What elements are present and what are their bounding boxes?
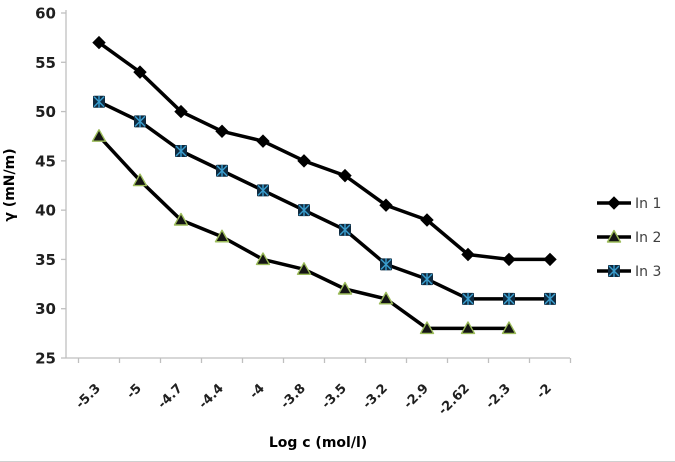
- legend-item: In 1: [597, 196, 661, 212]
- triangle-marker: [606, 229, 622, 243]
- legend-item: In 2: [597, 229, 661, 246]
- y-tick-label: 60: [35, 5, 56, 23]
- diamond-marker: [92, 35, 106, 50]
- diamond-marker: [256, 134, 270, 148]
- series-line: [97, 99, 552, 301]
- legend-label: In 2: [635, 230, 661, 246]
- series-in-1: [92, 35, 557, 267]
- x-tick-label: -2: [534, 381, 555, 402]
- diamond-marker: [502, 252, 516, 267]
- x-tick-label: -2.9: [401, 381, 432, 412]
- x-tick-label: -3.2: [360, 381, 391, 412]
- y-tick-label: 35: [35, 251, 56, 269]
- legend-label: In 3: [635, 264, 661, 280]
- diamond-marker: [461, 247, 475, 262]
- diamond-marker: [607, 196, 621, 210]
- diamond-marker: [174, 104, 188, 119]
- diamond-marker: [215, 124, 229, 138]
- y-tick-label: 25: [35, 350, 56, 368]
- y-tick-label: 40: [35, 202, 56, 220]
- x-tick-label: -5: [124, 381, 145, 402]
- series-in-3: [93, 95, 556, 305]
- triangle-marker: [460, 321, 476, 335]
- diamond-marker: [379, 198, 393, 212]
- triangle-marker: [501, 321, 517, 335]
- diamond-marker: [420, 213, 434, 227]
- legend-item: In 3: [597, 264, 661, 280]
- x-tick-label: -2.62: [436, 381, 473, 418]
- series-in-2: [91, 129, 517, 335]
- triangle-marker: [296, 262, 312, 275]
- y-axis-title: γ (mN/m): [2, 148, 18, 221]
- x-tick-label: -4.7: [155, 381, 186, 412]
- x-tick-label: -3.8: [278, 381, 309, 412]
- legend: In 1 In 2 In 3: [597, 196, 661, 280]
- triangle-marker: [132, 173, 148, 187]
- triangle-marker: [173, 212, 189, 226]
- x-axis-title: Log c (mol/l): [269, 435, 367, 451]
- series-line: [97, 40, 552, 262]
- legend-label: In 1: [635, 196, 661, 212]
- diamond-marker: [543, 252, 557, 267]
- triangle-marker: [91, 129, 107, 142]
- y-tick-label: 45: [35, 152, 56, 170]
- triangle-marker: [337, 281, 353, 295]
- diamond-marker: [338, 168, 352, 183]
- triangle-marker: [378, 291, 394, 305]
- x-tick-label: -4.4: [196, 381, 227, 412]
- y-tick-label: 50: [35, 103, 56, 121]
- triangle-marker: [214, 229, 230, 243]
- x-tick-label: -4: [247, 381, 268, 402]
- x-tick-label: -2.3: [483, 381, 514, 412]
- x-tick-label: -3.5: [319, 381, 350, 412]
- diamond-marker: [297, 154, 311, 168]
- triangle-marker: [255, 252, 271, 266]
- triangle-marker: [419, 321, 435, 335]
- y-tick-label: 55: [35, 54, 56, 72]
- x-tick-label: -5.3: [73, 381, 104, 412]
- diamond-marker: [133, 65, 147, 79]
- y-tick-label: 30: [35, 300, 56, 318]
